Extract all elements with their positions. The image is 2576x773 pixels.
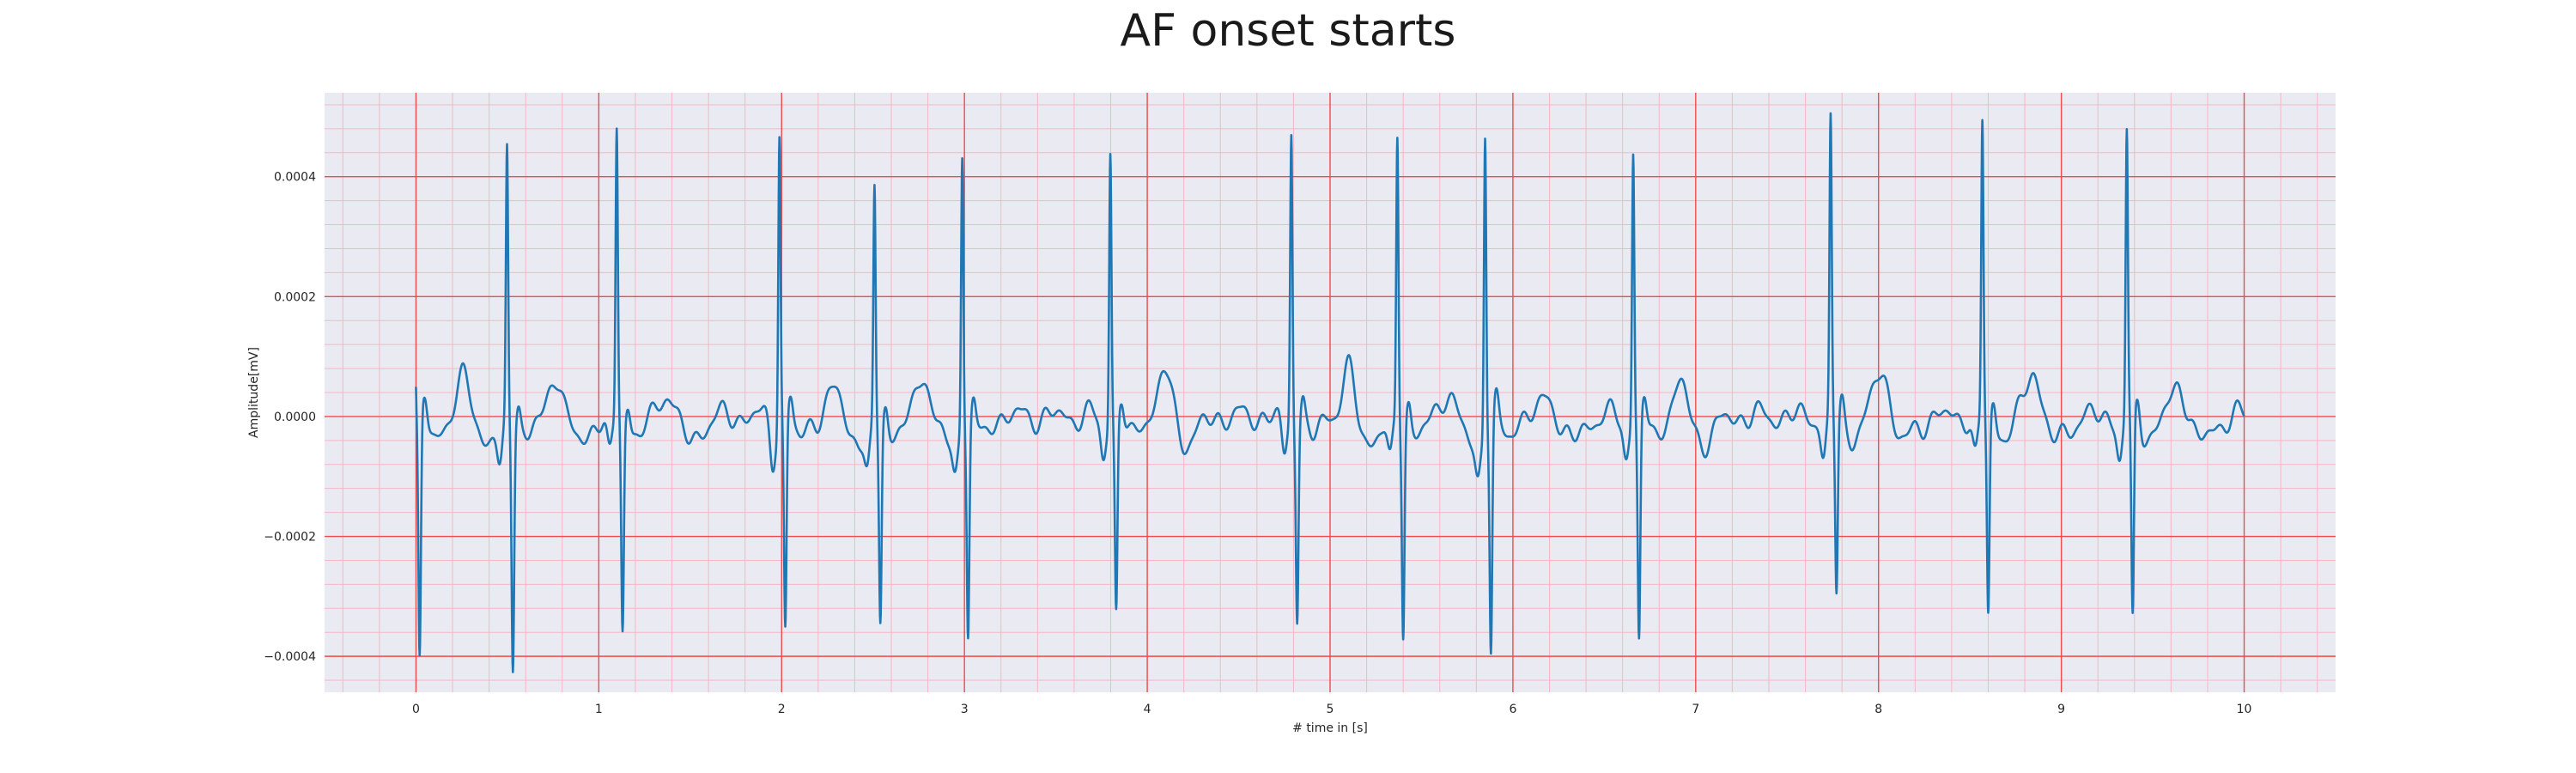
x-axis-label: # time in [s] (1292, 721, 1368, 735)
y-tick-label: 0.0002 (274, 290, 316, 304)
chart-title: AF onset starts (1120, 5, 1456, 57)
x-tick-label: 6 (1509, 703, 1516, 716)
x-axis-ticks: 0 1 2 3 4 5 6 7 8 9 10 (412, 703, 2251, 716)
x-tick-label: 9 (2057, 703, 2065, 716)
x-tick-label: 3 (961, 703, 969, 716)
y-tick-label: 0.0004 (274, 171, 316, 185)
y-tick-label: 0.0000 (274, 411, 316, 424)
major-grid (325, 93, 2336, 692)
ecg-series-line (415, 112, 2245, 673)
y-axis-label: Amplitude[mV] (247, 347, 261, 438)
x-tick-label: 1 (595, 703, 603, 716)
x-tick-label: 10 (2237, 703, 2252, 716)
x-tick-label: 2 (778, 703, 786, 716)
x-tick-label: 5 (1327, 703, 1334, 716)
y-tick-label: −0.0004 (264, 650, 316, 664)
y-tick-label: −0.0002 (264, 531, 316, 545)
x-tick-label: 7 (1692, 703, 1699, 716)
x-tick-label: 8 (1874, 703, 1882, 716)
x-tick-label: 4 (1144, 703, 1151, 716)
y-axis-ticks: −0.0004 −0.0002 0.0000 0.0002 0.0004 (264, 171, 316, 664)
x-tick-label: 0 (412, 703, 420, 716)
